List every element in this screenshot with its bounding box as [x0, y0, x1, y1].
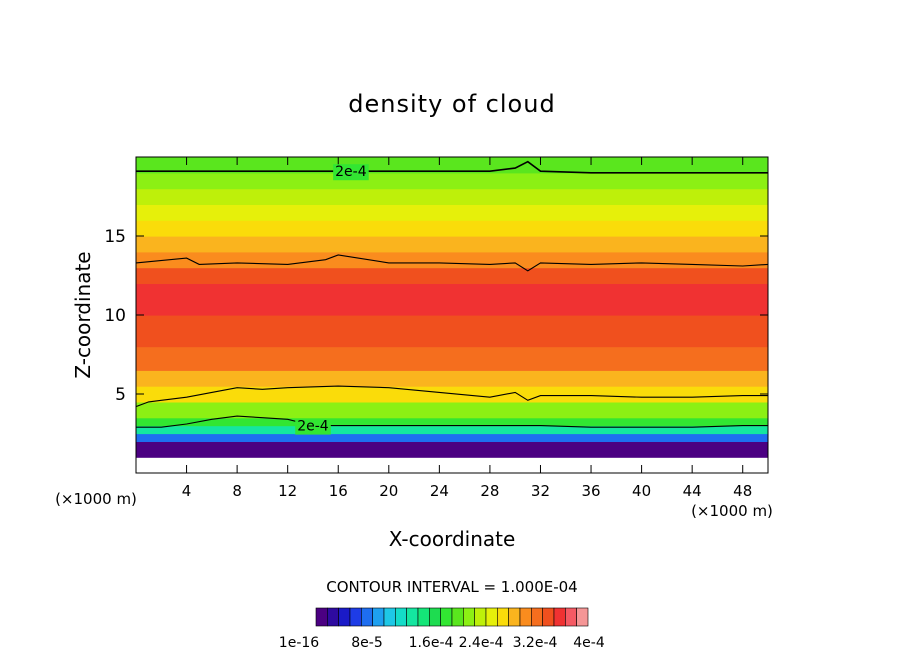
y-axis-label: Z-coordinate: [71, 251, 95, 378]
contour-label: 2e-4: [297, 419, 329, 435]
x-tick-label: 24: [430, 482, 449, 500]
x-axis-ticks: 4 8 12 16 20 24 28 32 36 40 44 48: [182, 157, 752, 500]
colorbar-tick-label: 3.2e-4: [513, 635, 558, 651]
contour-band: [136, 220, 768, 237]
colorbar-swatch: [406, 607, 419, 627]
y-tick-label: 10: [104, 306, 126, 326]
colorbar-swatch: [576, 607, 589, 627]
colorbar-swatch: [395, 607, 407, 627]
x-tick-label: 4: [182, 482, 192, 500]
contour-band: [136, 417, 768, 427]
contour-band: [136, 386, 768, 403]
colorbar-swatch: [497, 607, 509, 627]
contour-band: [136, 188, 768, 205]
x-axis-label: X-coordinate: [389, 527, 516, 551]
colorbar-swatch: [440, 607, 453, 627]
contour-band: [136, 283, 768, 316]
colorbar-tick-label: 4e-4: [573, 635, 605, 651]
x-tick-label: 36: [581, 482, 600, 500]
colorbar-swatch: [372, 607, 385, 627]
colorbar-swatch: [417, 607, 430, 627]
colorbar-swatch: [338, 607, 351, 627]
contour-line: [136, 415, 768, 428]
colorbar-swatch: [327, 607, 339, 627]
contour-label-background: [295, 418, 331, 435]
empty-region-band: [136, 457, 768, 473]
contour-lines: [136, 160, 768, 428]
colorbar-swatch: [531, 607, 543, 627]
contour-band: [136, 370, 768, 387]
x-tick-label: 8: [232, 482, 242, 500]
contour-band: [136, 433, 768, 442]
contour-band: [136, 450, 768, 458]
x-tick-label: 32: [531, 482, 550, 500]
colorbar-tick-label: 2.4e-4: [459, 635, 504, 651]
colorbar-tick-label: 8e-5: [351, 635, 382, 651]
contour-band: [136, 401, 768, 419]
colorbar-swatch: [553, 607, 566, 627]
contour-band: [136, 251, 768, 269]
contour-band: [136, 267, 768, 284]
colorbar-swatch: [383, 607, 396, 627]
x-tick-label: 48: [733, 482, 752, 500]
chart-title: density of cloud: [348, 90, 555, 118]
colorbar-swatch: [485, 607, 498, 627]
colorbar-swatch: [463, 607, 475, 627]
colorbar-swatch: [508, 607, 521, 627]
colorbar-swatch: [451, 607, 464, 627]
contour-band: [136, 346, 768, 371]
x-tick-label: 44: [683, 482, 702, 500]
x-tick-label: 20: [379, 482, 398, 500]
colorbar-swatch: [565, 607, 577, 627]
y-axis-ticks: 5 10 15: [104, 227, 768, 405]
colorbar: [315, 607, 589, 627]
contour-line: [136, 254, 768, 272]
contour-band: [136, 157, 768, 174]
y-tick-label: 15: [104, 227, 126, 247]
contour-band: [136, 425, 768, 435]
colorbar-swatch: [429, 607, 441, 627]
x-unit-label-left: (×1000 m): [55, 490, 137, 508]
contour-band: [136, 315, 768, 348]
contour-line: [136, 160, 768, 174]
colorbar-tick-label: 1e-16: [279, 635, 319, 651]
x-tick-label: 28: [480, 482, 499, 500]
contour-band: [136, 441, 768, 452]
colorbar-swatch: [361, 607, 373, 627]
contour-label: 2e-4: [335, 164, 367, 180]
contour-label-background: [333, 164, 369, 181]
contour-interval-text: CONTOUR INTERVAL = 1.000E-04: [326, 578, 577, 596]
x-unit-label-right: (×1000 m): [691, 502, 773, 520]
colorbar-labels: 1e-16 8e-5 1.6e-4 2.4e-4 3.2e-4 4e-4: [279, 635, 605, 651]
y-tick-label: 5: [115, 385, 126, 405]
contour-labels: 2e-4 2e-4: [295, 164, 369, 435]
x-tick-label: 16: [329, 482, 348, 500]
colorbar-tick-label: 1.6e-4: [409, 635, 454, 651]
contour-band: [136, 172, 768, 190]
colorbar-swatch: [315, 607, 328, 627]
contour-line: [136, 385, 768, 408]
plot-area: [135, 156, 769, 474]
x-tick-label: 12: [278, 482, 297, 500]
colorbar-swatch: [349, 607, 362, 627]
x-tick-label: 40: [632, 482, 651, 500]
contour-band: [136, 204, 768, 221]
contour-band: [136, 236, 768, 253]
colorbar-swatch: [474, 607, 487, 627]
colorbar-swatch: [542, 607, 555, 627]
colorbar-swatch: [519, 607, 532, 627]
filled-contour-bands: [136, 157, 768, 473]
